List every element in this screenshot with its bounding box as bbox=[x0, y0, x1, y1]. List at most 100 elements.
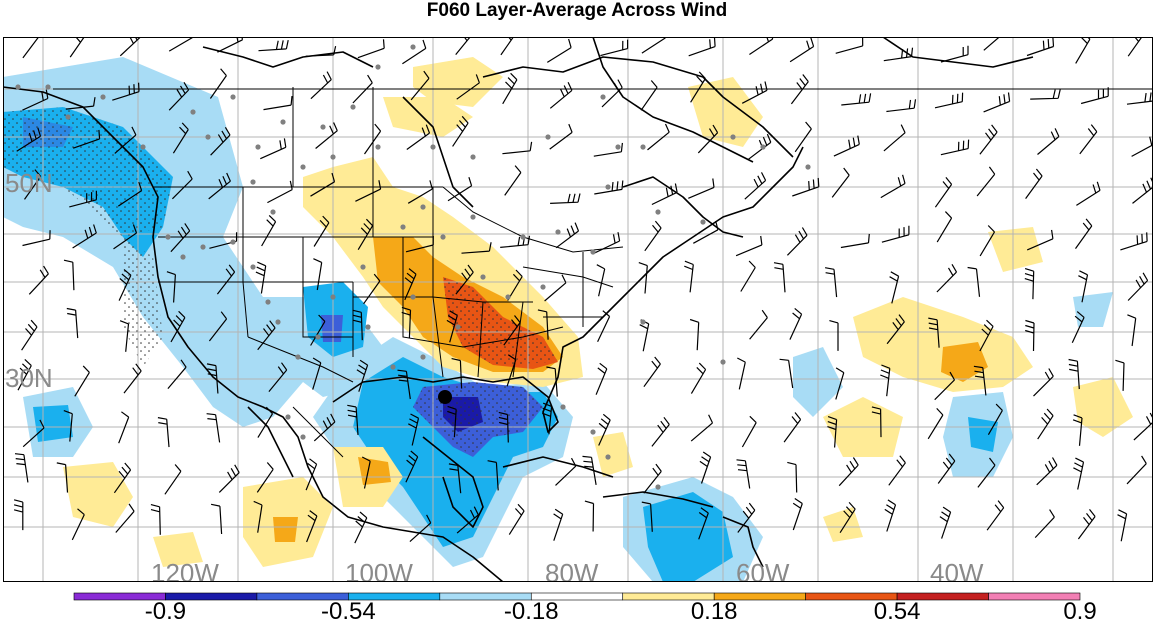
wind-barb bbox=[69, 37, 85, 58]
wind-barb bbox=[792, 177, 820, 197]
wind-barb bbox=[546, 366, 558, 397]
wind-barb bbox=[1127, 272, 1149, 301]
wind-barb bbox=[1127, 37, 1143, 57]
wind-barb bbox=[263, 96, 293, 111]
wind-barb bbox=[736, 459, 751, 489]
wind-barb bbox=[117, 181, 143, 207]
colorbar-tick-label: 0.9 bbox=[1063, 598, 1096, 622]
wind-barb bbox=[260, 138, 287, 160]
wind-barb bbox=[1080, 87, 1109, 105]
wind-barb bbox=[643, 356, 661, 388]
wind-barb bbox=[1120, 232, 1148, 251]
wind-barb bbox=[118, 269, 132, 301]
wind-barb bbox=[886, 99, 917, 113]
wind-barb bbox=[699, 451, 712, 484]
wind-barb bbox=[16, 127, 42, 152]
wind-barb bbox=[357, 39, 385, 59]
wind-barb bbox=[641, 37, 666, 54]
station-dot bbox=[470, 154, 476, 160]
wind-barb bbox=[257, 406, 274, 438]
station-dot bbox=[640, 144, 646, 150]
wind-barb bbox=[456, 74, 480, 100]
wind-barb bbox=[593, 142, 623, 157]
wind-barb bbox=[741, 415, 757, 448]
wind-barb bbox=[979, 225, 996, 257]
wind-barb bbox=[66, 307, 79, 339]
wind-barb bbox=[647, 123, 670, 151]
wind-barb bbox=[487, 460, 499, 491]
wind-barb bbox=[555, 222, 580, 249]
wind-barb bbox=[502, 141, 533, 155]
station-dot bbox=[655, 484, 661, 490]
wind-barb bbox=[598, 413, 611, 446]
wind-barb bbox=[397, 369, 411, 400]
wind-barb bbox=[253, 500, 263, 533]
wind-barb bbox=[888, 455, 906, 486]
wind-barb bbox=[267, 180, 293, 204]
wind-barb bbox=[166, 271, 176, 303]
wind-barb bbox=[638, 262, 648, 294]
wind-barb bbox=[502, 72, 518, 105]
station-dot bbox=[365, 324, 371, 330]
wind-barb bbox=[447, 405, 457, 438]
station-dot bbox=[470, 214, 476, 220]
station-dot bbox=[165, 234, 171, 240]
wind-barb bbox=[357, 218, 374, 251]
wind-barb bbox=[939, 506, 952, 539]
wind-barb bbox=[1026, 37, 1055, 57]
station-dot bbox=[320, 124, 326, 130]
station-dot bbox=[410, 44, 416, 50]
wind-barb bbox=[880, 364, 891, 397]
station-dot bbox=[420, 354, 426, 360]
wind-barb bbox=[883, 47, 914, 62]
wind-barb bbox=[927, 407, 944, 440]
wind-barb bbox=[584, 500, 595, 532]
station-dot bbox=[275, 319, 281, 325]
wind-barb bbox=[786, 227, 808, 256]
wind-barb bbox=[209, 68, 227, 99]
station-dot bbox=[760, 144, 766, 150]
wind-barb bbox=[503, 315, 521, 346]
wind-barb bbox=[1024, 268, 1035, 300]
wind-barb bbox=[594, 180, 624, 195]
station-dot bbox=[285, 414, 291, 420]
station-dot bbox=[720, 359, 726, 365]
location-marker bbox=[438, 390, 452, 404]
wind-barb bbox=[451, 358, 463, 389]
station-dot bbox=[455, 324, 461, 330]
station-dot bbox=[605, 184, 611, 190]
station-dot bbox=[180, 254, 186, 260]
wind-barb bbox=[582, 455, 597, 485]
wind-barb bbox=[508, 503, 525, 535]
wind-barb bbox=[313, 413, 336, 442]
station-dot bbox=[805, 164, 811, 170]
colorbar-tick-label: -0.9 bbox=[145, 598, 186, 622]
lon-label-60w: 60W bbox=[736, 558, 790, 582]
station-dot bbox=[430, 144, 436, 150]
station-dot bbox=[555, 229, 561, 235]
wind-barb bbox=[461, 242, 492, 254]
wind-barb bbox=[688, 37, 716, 57]
wind-barb bbox=[1073, 457, 1085, 490]
wind-barb bbox=[790, 74, 809, 105]
station-dot bbox=[300, 164, 306, 170]
wind-barb bbox=[740, 260, 756, 292]
wind-barb bbox=[884, 499, 897, 532]
station-dot bbox=[15, 84, 21, 90]
wind-barb bbox=[934, 92, 964, 109]
wind-barb bbox=[56, 462, 69, 493]
wind-barb bbox=[1127, 314, 1137, 347]
wind-barb bbox=[690, 71, 706, 103]
wind-barb bbox=[113, 462, 132, 494]
wind-barb bbox=[170, 223, 191, 253]
station-dot bbox=[375, 144, 381, 150]
station-dot bbox=[615, 144, 621, 150]
wind-barb bbox=[72, 224, 97, 249]
wind-barb bbox=[171, 170, 193, 200]
wind-barb bbox=[936, 264, 958, 293]
wind-barb bbox=[22, 230, 51, 247]
wind-barb bbox=[150, 504, 161, 535]
wind-barb bbox=[310, 172, 336, 197]
station-dot bbox=[140, 144, 146, 150]
wind-barb bbox=[737, 502, 756, 533]
